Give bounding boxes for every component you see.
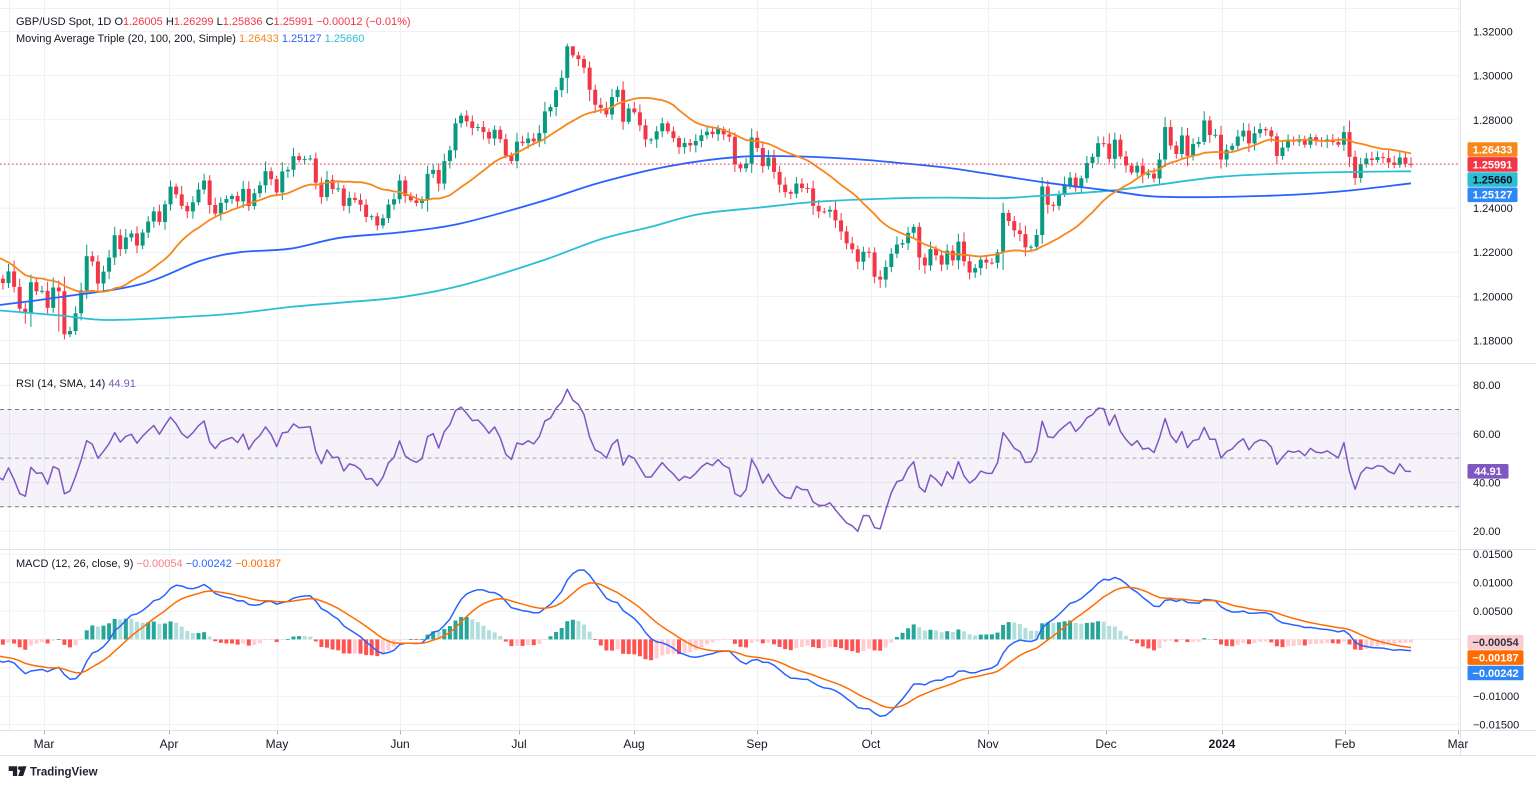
svg-text:60.00: 60.00 bbox=[1473, 429, 1501, 441]
svg-text:0.01000: 0.01000 bbox=[1473, 578, 1513, 590]
svg-text:1.32000: 1.32000 bbox=[1473, 27, 1513, 39]
svg-text:1.30000: 1.30000 bbox=[1473, 71, 1513, 83]
svg-text:Apr: Apr bbox=[160, 737, 179, 751]
svg-text:Oct: Oct bbox=[862, 737, 881, 751]
svg-text:1.25660: 1.25660 bbox=[1473, 175, 1513, 187]
svg-text:2024: 2024 bbox=[1209, 737, 1236, 751]
svg-text:1.26433: 1.26433 bbox=[1473, 144, 1513, 156]
svg-text:Aug: Aug bbox=[623, 737, 644, 751]
svg-text:−0.01000: −0.01000 bbox=[1473, 691, 1519, 703]
svg-text:MACD (12, 26, close, 9) −0.00: MACD (12, 26, close, 9) −0.00054 −0.0024… bbox=[16, 558, 281, 570]
svg-text:0.00500: 0.00500 bbox=[1473, 606, 1513, 618]
svg-text:−0.00054: −0.00054 bbox=[1472, 637, 1519, 649]
svg-text:−0.00187: −0.00187 bbox=[1472, 653, 1518, 665]
svg-text:Nov: Nov bbox=[977, 737, 998, 751]
svg-text:1.28000: 1.28000 bbox=[1473, 115, 1513, 127]
svg-text:20.00: 20.00 bbox=[1473, 526, 1501, 538]
svg-text:0.01500: 0.01500 bbox=[1473, 549, 1513, 561]
svg-text:1.22000: 1.22000 bbox=[1473, 247, 1513, 259]
svg-text:Jun: Jun bbox=[390, 737, 409, 751]
svg-text:TradingView: TradingView bbox=[30, 766, 98, 778]
svg-text:−0.00242: −0.00242 bbox=[1472, 668, 1518, 680]
svg-text:1.20000: 1.20000 bbox=[1473, 291, 1513, 303]
svg-text:Jul: Jul bbox=[511, 737, 526, 751]
svg-text:1.18000: 1.18000 bbox=[1473, 336, 1513, 348]
svg-text:Moving Average Triple (20, 100: Moving Average Triple (20, 100, 200, Sim… bbox=[16, 33, 364, 45]
svg-text:May: May bbox=[266, 737, 289, 751]
svg-text:Sep: Sep bbox=[746, 737, 768, 751]
svg-text:1.24000: 1.24000 bbox=[1473, 203, 1513, 215]
svg-text:44.91: 44.91 bbox=[1474, 466, 1502, 478]
svg-text:40.00: 40.00 bbox=[1473, 478, 1501, 490]
svg-text:−0.01500: −0.01500 bbox=[1473, 720, 1519, 732]
svg-text:80.00: 80.00 bbox=[1473, 380, 1501, 392]
svg-text:RSI (14, SMA, 14) 44.91: RSI (14, SMA, 14) 44.91 bbox=[16, 378, 136, 390]
svg-text:1.25991: 1.25991 bbox=[1473, 159, 1513, 171]
svg-text:GBP/USD Spot, 1D O1.26005 H1: GBP/USD Spot, 1D O1.26005 H1.26299 L1.25… bbox=[16, 16, 411, 28]
svg-text:Dec: Dec bbox=[1095, 737, 1116, 751]
svg-text:Mar: Mar bbox=[1448, 737, 1469, 751]
svg-text:Mar: Mar bbox=[34, 737, 55, 751]
svg-text:Feb: Feb bbox=[1335, 737, 1356, 751]
svg-text:1.25127: 1.25127 bbox=[1473, 190, 1513, 202]
